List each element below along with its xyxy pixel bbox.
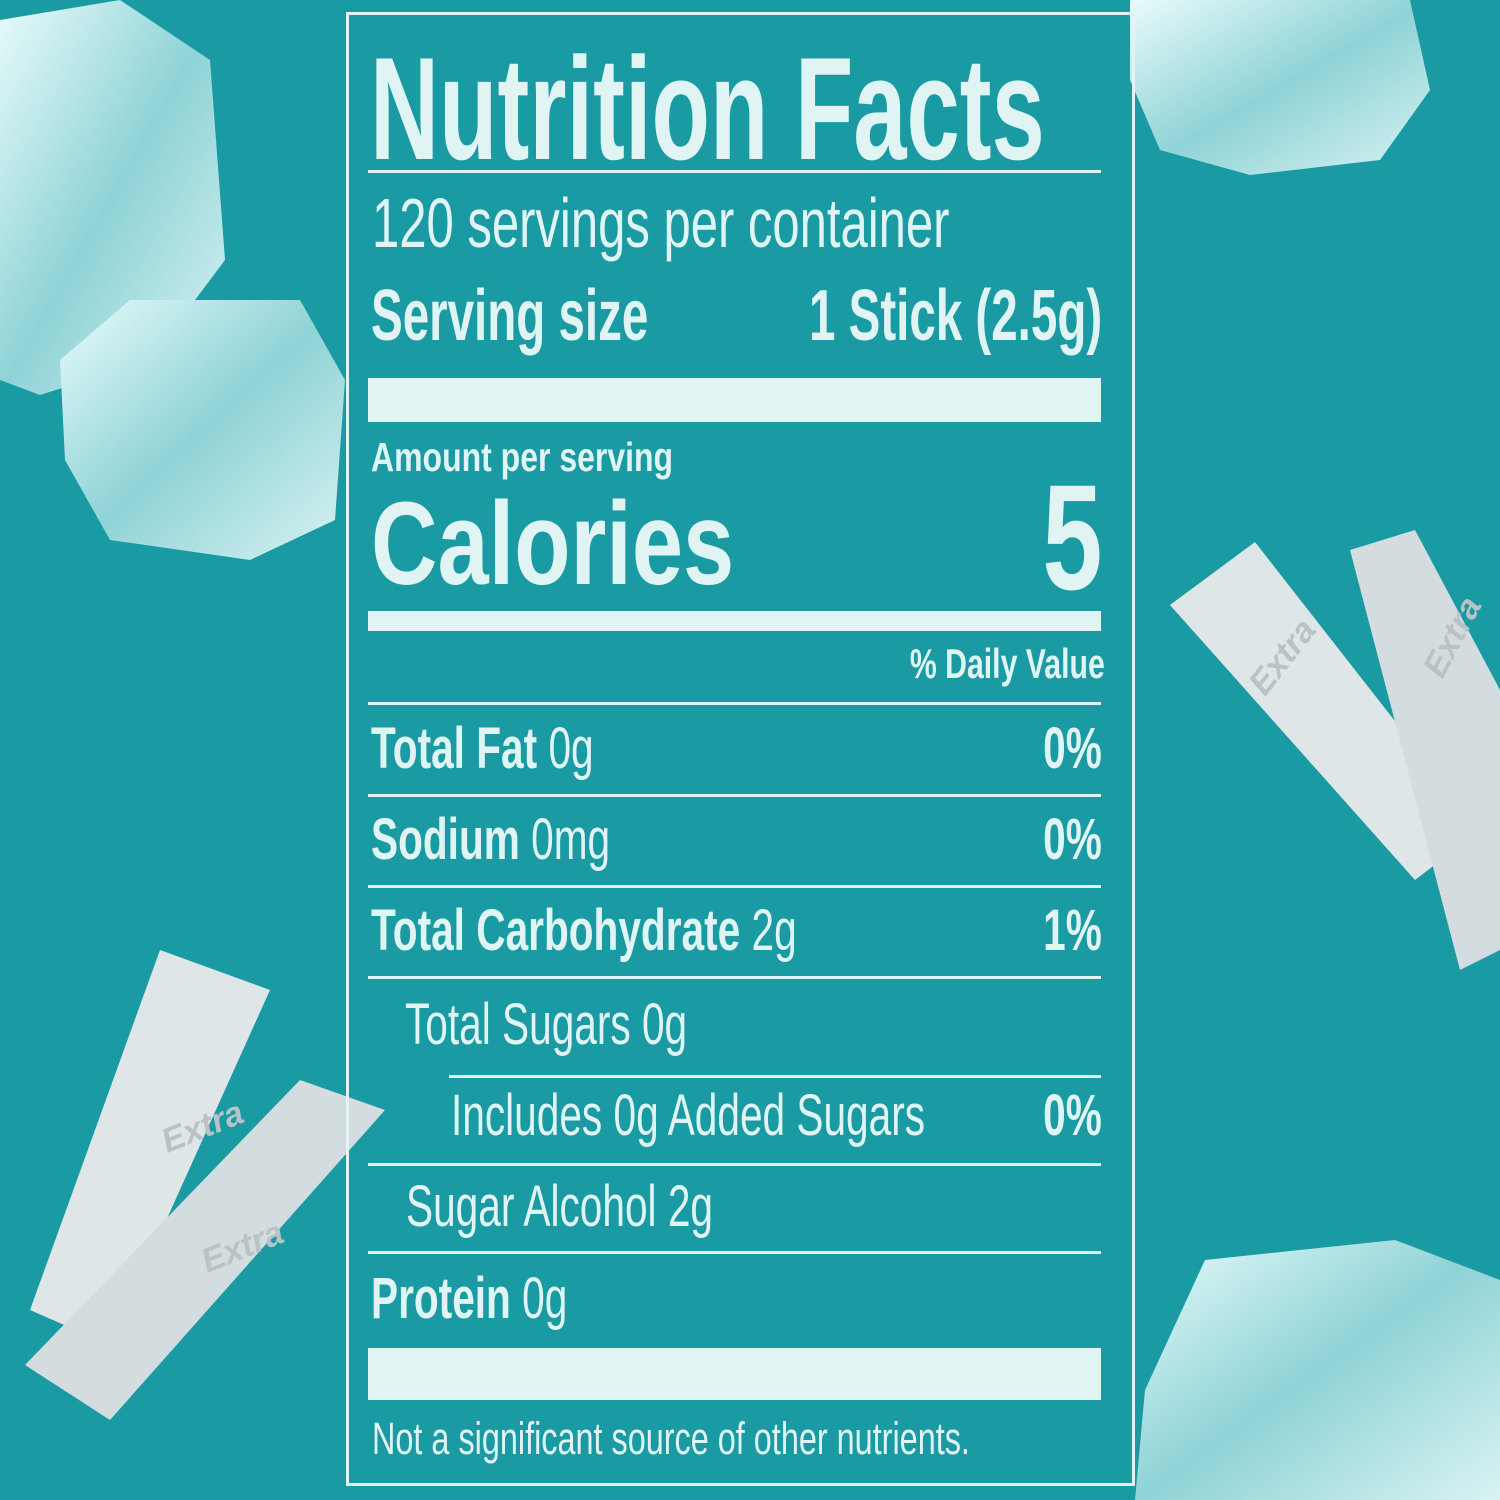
ice-cube-image — [1135, 1240, 1500, 1500]
amount-per-serving: Amount per serving — [371, 434, 674, 480]
nutrient-row-added-sugars: Includes 0g Added Sugars — [451, 1083, 926, 1148]
footnote: Not a significant source of other nutrie… — [372, 1413, 970, 1464]
nutrient-dv: 0% — [1043, 807, 1102, 872]
nutrient-amount: 0g — [522, 1266, 568, 1331]
nutrient-amount: 0g — [548, 716, 594, 781]
servings-per-container: 120 servings per container — [372, 184, 950, 262]
divider — [368, 702, 1101, 705]
serving-size-label: Serving size — [371, 276, 649, 356]
nutrient-row-total-sugars: Total Sugars 0g — [405, 992, 688, 1057]
nutrient-row-total-carbohydrate: Total Carbohydrate 2g — [371, 902, 797, 960]
divider — [368, 170, 1101, 173]
title: Nutrition Facts — [370, 27, 1045, 190]
nutrient-name: Total Fat — [371, 716, 538, 781]
nutrient-name: Sodium — [371, 807, 520, 872]
nutrient-name: Protein — [371, 1266, 511, 1331]
nutrient-amount: 2g — [751, 898, 797, 963]
ice-cube-image — [1130, 0, 1430, 175]
gum-stick-image — [1170, 530, 1500, 970]
nutrient-name: Total Carbohydrate — [371, 898, 741, 963]
calories-value: 5 — [1041, 453, 1102, 621]
divider — [368, 1251, 1101, 1254]
medium-divider — [368, 611, 1101, 631]
serving-size-value: 1 Stick (2.5g) — [808, 276, 1102, 356]
divider — [368, 885, 1101, 888]
gum-stick-image — [25, 950, 385, 1420]
ice-cube-image — [0, 0, 345, 560]
nutrient-row-total-fat: Total Fat 0g — [371, 720, 594, 778]
nutrient-dv: 1% — [1043, 898, 1102, 963]
nutrient-row-sodium: Sodium 0mg — [371, 811, 610, 869]
divider — [449, 1075, 1101, 1078]
divider — [368, 1163, 1101, 1166]
daily-value-header: % Daily Value — [910, 640, 1105, 687]
nutrient-dv: 0% — [1043, 716, 1102, 781]
nutrient-amount: 0mg — [531, 807, 611, 872]
divider — [368, 976, 1101, 979]
nutrition-facts-panel — [346, 12, 1135, 1486]
thick-divider — [368, 378, 1101, 422]
divider — [368, 794, 1101, 797]
nutrient-row-sugar-alcohol: Sugar Alcohol 2g — [406, 1174, 713, 1239]
calories-label: Calories — [371, 478, 735, 610]
nutrient-dv: 0% — [1043, 1083, 1102, 1148]
thick-divider — [368, 1348, 1101, 1400]
nutrient-row-protein: Protein 0g — [371, 1270, 567, 1328]
